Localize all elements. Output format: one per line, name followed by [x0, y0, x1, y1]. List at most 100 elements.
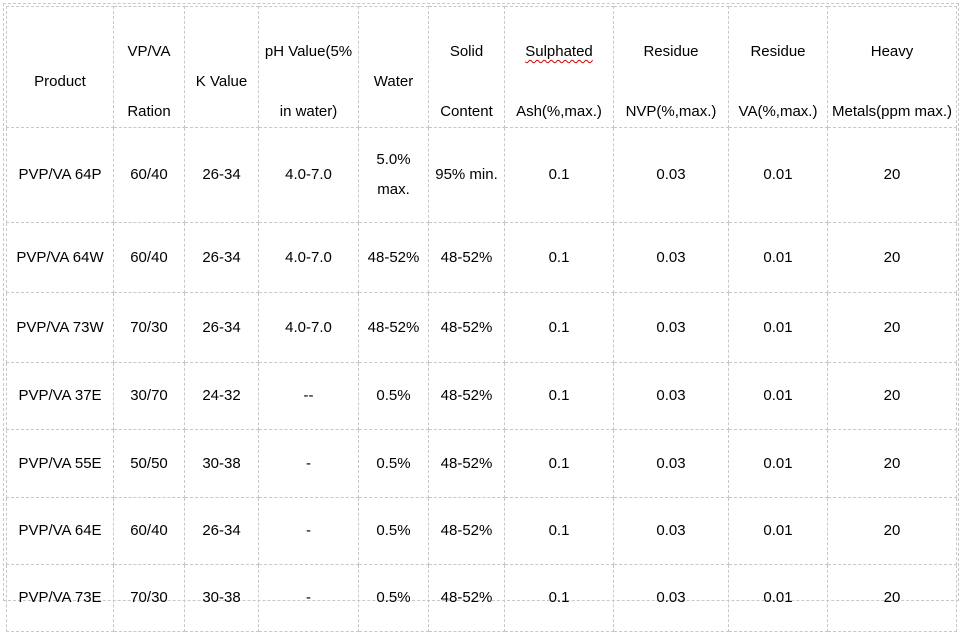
k-value-cell: 26-34 — [184, 127, 259, 223]
ph-value-cell: 4.0-7.0 — [258, 127, 359, 223]
product-cell: PVP/VA 37E — [6, 362, 114, 430]
residue-nvp-cell: 0.03 — [613, 429, 729, 498]
residue-va-cell: 0.01 — [728, 127, 828, 223]
product-cell: PVP/VA 55E — [6, 429, 114, 498]
spec-table: Product VP/VA Ration K Value pH Value(5%… — [6, 6, 957, 632]
column-header-residue-va: Residue VA(%,max.) — [728, 6, 828, 128]
vp-va-ration-cell: 60/40 — [113, 497, 185, 565]
product-cell: PVP/VA 64E — [6, 497, 114, 565]
vp-va-ration-cell: 70/30 — [113, 292, 185, 363]
water-cell: 0.5% — [358, 497, 429, 565]
heavy-metals-cell: 20 — [827, 362, 957, 430]
column-header-product: Product — [6, 6, 114, 128]
header-label: in water) — [279, 103, 338, 120]
product-cell: PVP/VA 73E — [6, 564, 114, 632]
k-value-cell: 30-38 — [184, 564, 259, 632]
residue-va-cell: 0.01 — [728, 222, 828, 293]
vp-va-ration-cell: 50/50 — [113, 429, 185, 498]
sulphated-ash-cell: 0.1 — [504, 497, 614, 565]
residue-va-cell: 0.01 — [728, 564, 828, 632]
residue-va-cell: 0.01 — [728, 292, 828, 363]
table-row: PVP/VA 73E 70/30 30-38-0.5% 48-52% 0.1 0.03 0.… — [6, 564, 957, 632]
solid-content-cell: 48-52% — [428, 222, 505, 293]
header-label: NVP(%,max.) — [625, 103, 717, 120]
vp-va-ration-cell: 60/40 — [113, 127, 185, 223]
ph-value-cell: - — [258, 429, 359, 498]
column-header-sulphated-ash: Sulphated Ash(%,max.) — [504, 6, 614, 128]
column-header-vp-va-ration: VP/VA Ration — [113, 6, 185, 128]
k-value-cell: 26-34 — [184, 497, 259, 565]
sulphated-ash-cell: 0.1 — [504, 127, 614, 223]
ph-value-cell: 4.0-7.0 — [258, 292, 359, 363]
table-row: PVP/VA 64W 60/40 26-34 4.0-7.0 48-52% 48-52% 0… — [6, 222, 957, 293]
heavy-metals-cell: 20 — [827, 292, 957, 363]
product-cell: PVP/VA 64W — [6, 222, 114, 293]
ph-value-cell: - — [258, 497, 359, 565]
sulphated-ash-cell: 0.1 — [504, 429, 614, 498]
header-row: Product VP/VA Ration K Value pH Value(5%… — [6, 6, 957, 128]
heavy-metals-cell: 20 — [827, 222, 957, 293]
sulphated-ash-cell: 0.1 — [504, 564, 614, 632]
product-cell: PVP/VA 73W — [6, 292, 114, 363]
water-cell: 48-52% — [358, 292, 429, 363]
solid-content-cell: 48-52% — [428, 497, 505, 565]
table-row: PVP/VA 55E 50/50 30-38-0.5% 48-52% 0.1 0.03 0.… — [6, 429, 957, 498]
vp-va-ration-cell: 70/30 — [113, 564, 185, 632]
solid-content-cell: 95% min. — [428, 127, 505, 223]
vp-va-ration-cell: 30/70 — [113, 362, 185, 430]
residue-nvp-cell: 0.03 — [613, 222, 729, 293]
water-cell: 48-52% — [358, 222, 429, 293]
water-cell: 0.5% — [358, 564, 429, 632]
table-row: PVP/VA 37E 30/70 24-32 -- 0.5% 48-52% 0.1 0.03 0… — [6, 362, 957, 430]
solid-content-cell: 48-52% — [428, 362, 505, 430]
column-header-water: Water — [358, 6, 429, 128]
residue-nvp-cell: 0.03 — [613, 292, 729, 363]
ph-value-cell: - — [258, 564, 359, 632]
column-header-ph-value: pH Value(5% in water) — [258, 6, 359, 128]
heavy-metals-cell: 20 — [827, 429, 957, 498]
k-value-cell: 26-34 — [184, 222, 259, 293]
header-label: K Value — [195, 73, 248, 90]
ph-value-cell: -- — [258, 362, 359, 430]
header-label: Water — [373, 73, 414, 90]
sulphated-ash-cell: 0.1 — [504, 222, 614, 293]
header-label: Content — [440, 103, 493, 120]
header-label: Ration — [127, 103, 171, 120]
residue-va-cell: 0.01 — [728, 497, 828, 565]
header-label: VA(%,max.) — [738, 103, 818, 120]
header-label: Residue — [750, 43, 806, 60]
header-label: Metals(ppm max.) — [831, 103, 953, 120]
header-label: VP/VA — [127, 43, 171, 60]
sulphated-ash-cell: 0.1 — [504, 362, 614, 430]
k-value-cell: 26-34 — [184, 292, 259, 363]
product-cell: PVP/VA 64P — [6, 127, 114, 223]
water-cell: 0.5% — [358, 362, 429, 430]
residue-va-cell: 0.01 — [728, 429, 828, 498]
solid-content-cell: 48-52% — [428, 292, 505, 363]
residue-nvp-cell: 0.03 — [613, 497, 729, 565]
residue-nvp-cell: 0.03 — [613, 127, 729, 223]
column-header-solid-content: Solid Content — [428, 6, 505, 128]
ph-value-cell: 4.0-7.0 — [258, 222, 359, 293]
spec-table-frame: Product VP/VA Ration K Value pH Value(5%… — [3, 3, 959, 632]
table-header: Product VP/VA Ration K Value pH Value(5%… — [6, 6, 957, 128]
misspelled-word: Sulphated — [525, 43, 593, 60]
header-label: Solid — [449, 43, 484, 60]
heavy-metals-cell: 20 — [827, 127, 957, 223]
residue-nvp-cell: 0.03 — [613, 362, 729, 430]
header-label: pH Value(5% — [264, 43, 353, 60]
table-row: PVP/VA 73W 70/30 26-34 4.0-7.0 48-52% 48-52% 0… — [6, 292, 957, 363]
solid-content-cell: 48-52% — [428, 564, 505, 632]
residue-nvp-cell: 0.03 — [613, 564, 729, 632]
page: Product VP/VA Ration K Value pH Value(5%… — [3, 3, 959, 632]
header-label: Ash(%,max.) — [516, 103, 602, 120]
heavy-metals-cell: 20 — [827, 497, 957, 565]
heavy-metals-cell: 20 — [827, 564, 957, 632]
vp-va-ration-cell: 60/40 — [113, 222, 185, 293]
sulphated-ash-cell: 0.1 — [504, 292, 614, 363]
column-header-residue-nvp: Residue NVP(%,max.) — [613, 6, 729, 128]
column-header-heavy-metals: Heavy Metals(ppm max.) — [827, 6, 957, 128]
k-value-cell: 30-38 — [184, 429, 259, 498]
header-label: Product — [34, 73, 86, 90]
water-cell: 0.5% — [358, 429, 429, 498]
